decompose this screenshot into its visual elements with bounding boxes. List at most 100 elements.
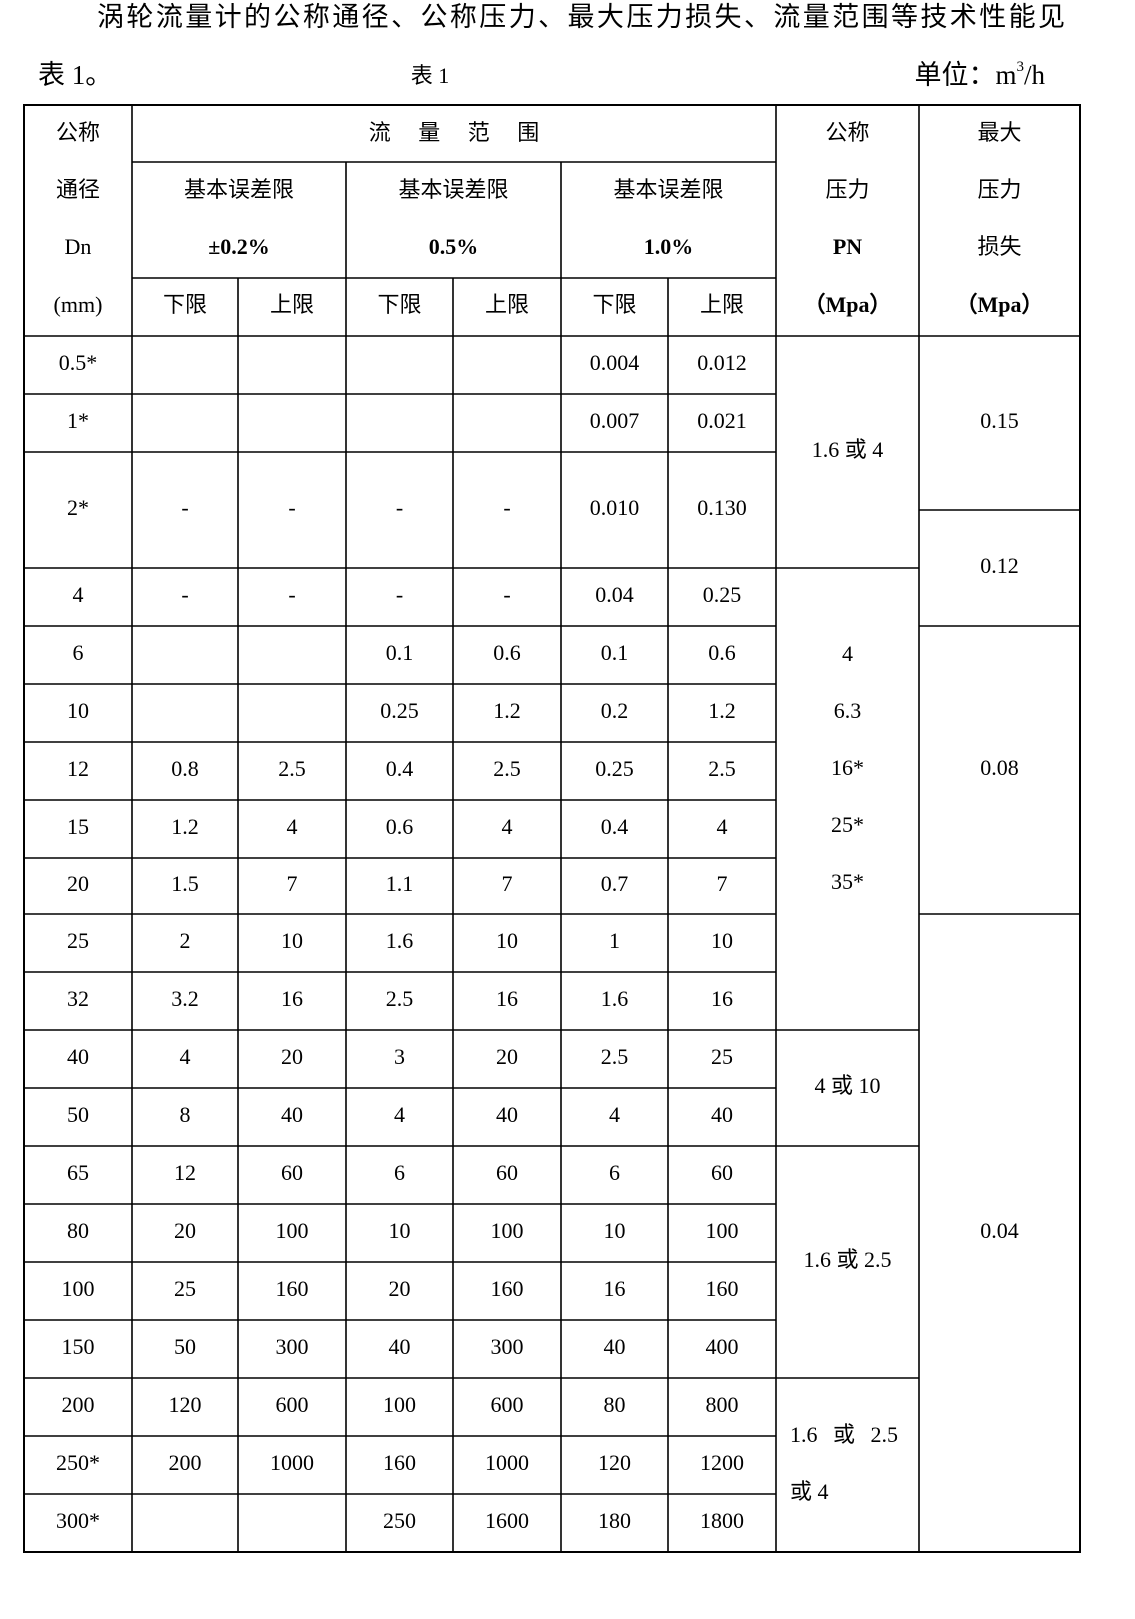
cell-text: 0.010 <box>590 495 640 520</box>
cell-text: 7 <box>502 871 513 896</box>
cell-text: 1600 <box>485 1508 529 1533</box>
unit: 单位：m3/h <box>914 59 1045 90</box>
cell-text: 100 <box>706 1218 739 1243</box>
table-caption: 表 1 <box>411 63 450 88</box>
cell-text: 1000 <box>270 1450 314 1475</box>
cell-text: 损失 <box>977 234 1021 259</box>
cell-text: 0.2 <box>601 698 629 723</box>
cell-text: 16* <box>831 755 864 780</box>
intro-line: 涡轮流量计的公称通径、公称压力、最大压力损失、流量范围等技术性能见 <box>97 2 1065 32</box>
cell-text: 10 <box>67 698 89 723</box>
cell-text: 25 <box>174 1276 196 1301</box>
cell-text: 0.12 <box>980 553 1019 578</box>
cell-text: 0.021 <box>697 408 747 433</box>
cell-text: 12 <box>67 756 89 781</box>
cell-text: 2 <box>180 928 191 953</box>
cell-text: 60 <box>711 1160 733 1185</box>
cell-text: 基本误差限 <box>184 177 294 202</box>
cell-text: 最大 <box>977 120 1021 145</box>
cell-text: 4 <box>609 1102 620 1127</box>
cell-text: 20 <box>67 871 89 896</box>
cell-text: 300* <box>56 1508 100 1533</box>
cell-text: 4 <box>717 814 728 839</box>
cell-text: 600 <box>276 1392 309 1417</box>
cell-text: 40 <box>67 1044 89 1069</box>
cell-text: 100 <box>383 1392 416 1417</box>
cell-text: 0.25 <box>380 698 419 723</box>
cell-text: 40 <box>496 1102 518 1127</box>
cell-text: 100 <box>491 1218 524 1243</box>
unit-sup: 3 <box>1016 59 1024 75</box>
cell-text: 0.4 <box>386 756 414 781</box>
cell-text: 100 <box>276 1218 309 1243</box>
cell-text: 12 <box>174 1160 196 1185</box>
cell-text: 基本误差限 <box>398 177 508 202</box>
cell-text: 0.8 <box>171 756 199 781</box>
cell-text: 160 <box>276 1276 309 1301</box>
cell-text: 1.2 <box>493 698 521 723</box>
cell-text: 40 <box>604 1334 626 1359</box>
cell-text: 下限 <box>377 292 421 317</box>
cell-text: 1.6 或 2.5 <box>790 1422 898 1447</box>
cell-text: - <box>181 495 188 520</box>
cell-text: 上限 <box>700 292 744 317</box>
cell-text: 8 <box>180 1102 191 1127</box>
cell-text: 80 <box>604 1392 626 1417</box>
cell-text: 6 <box>609 1160 620 1185</box>
cell-text: 通径 <box>56 177 100 202</box>
cell-text: 0.25 <box>703 582 742 607</box>
cell-text: 下限 <box>592 292 636 317</box>
cell-text: 160 <box>383 1450 416 1475</box>
cell-text: 20 <box>174 1218 196 1243</box>
cell-text: 60 <box>281 1160 303 1185</box>
cell-text: 公称 <box>825 120 869 145</box>
cell-text: 1.2 <box>171 814 199 839</box>
cell-text: 6.3 <box>834 698 862 723</box>
cell-text: 20 <box>389 1276 411 1301</box>
cell-text: 32 <box>67 986 89 1011</box>
cell-text: 40 <box>711 1102 733 1127</box>
cell-text: 16 <box>281 986 303 1011</box>
cell-text: 4 <box>287 814 298 839</box>
cell-text: - <box>503 495 510 520</box>
cell-text: 1.5 <box>171 871 199 896</box>
cell-text: 2* <box>67 495 89 520</box>
cell-text: 25 <box>67 928 89 953</box>
cell-text: 100 <box>62 1276 95 1301</box>
cell-text: 0.04 <box>980 1218 1019 1243</box>
table-border <box>23 104 1081 1553</box>
cell-text: 10 <box>281 928 303 953</box>
cell-text: （Mpa） <box>955 292 1043 317</box>
cell-text: - <box>288 495 295 520</box>
cell-text: 0.6 <box>386 814 414 839</box>
cell-text: 1200 <box>700 1450 744 1475</box>
cell-text: - <box>288 582 295 607</box>
cell-text: 300 <box>276 1334 309 1359</box>
cell-text: 压力 <box>825 177 869 202</box>
cell-text: 压力 <box>977 177 1021 202</box>
cell-text: 250 <box>383 1508 416 1533</box>
unit-suffix: /h <box>1024 60 1046 90</box>
cell-text: 160 <box>706 1276 739 1301</box>
cell-text: 公称 <box>56 120 100 145</box>
cell-text: 120 <box>169 1392 202 1417</box>
cell-text: 0.012 <box>697 350 747 375</box>
cell-text: 3.2 <box>171 986 199 1011</box>
cell-text: 7 <box>717 871 728 896</box>
cell-text: 4 <box>502 814 513 839</box>
cell-text: 1* <box>67 408 89 433</box>
cell-text: - <box>396 582 403 607</box>
cell-text: 0.4 <box>601 814 629 839</box>
cell-text: 250* <box>56 1450 100 1475</box>
cell-text: 0.5% <box>429 234 479 259</box>
cell-text: 4 或 10 <box>814 1073 880 1098</box>
cell-text: 4 <box>73 582 84 607</box>
cell-text: 0.25 <box>595 756 634 781</box>
cell-text: 2.5 <box>386 986 414 1011</box>
cell-text: 50 <box>67 1102 89 1127</box>
cell-text: 200 <box>62 1392 95 1417</box>
cell-text: 7 <box>287 871 298 896</box>
cell-text: 800 <box>706 1392 739 1417</box>
cell-text: 16 <box>604 1276 626 1301</box>
